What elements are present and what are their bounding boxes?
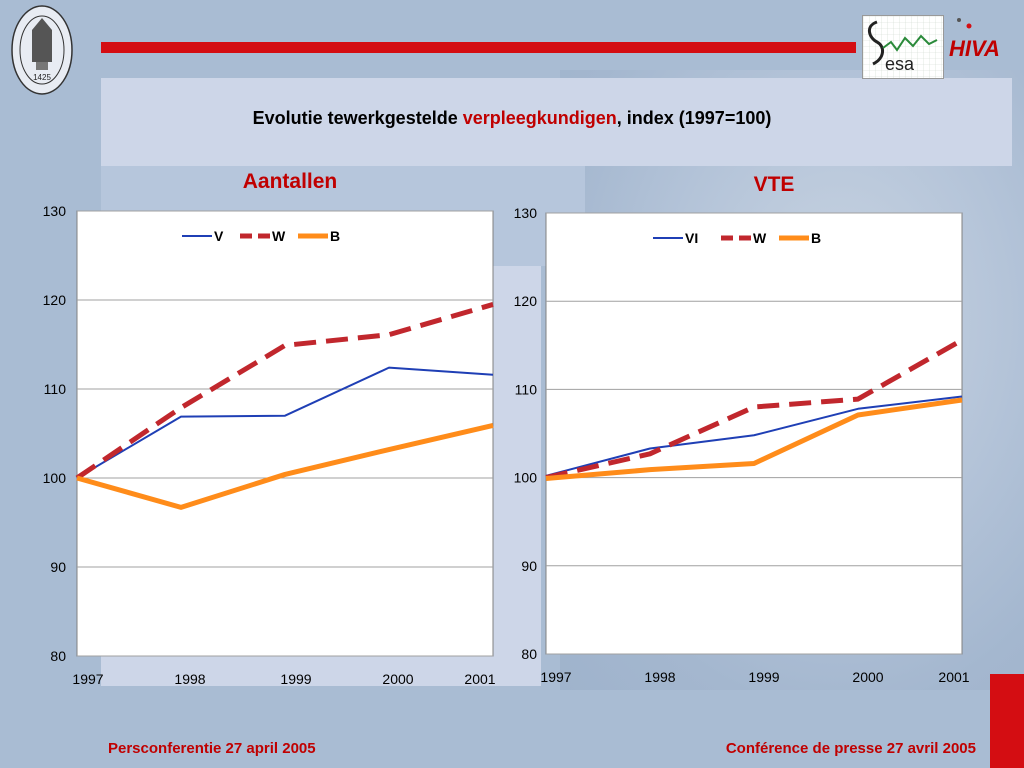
slide-title: Evolutie tewerkgestelde verpleegkundigen… [0, 108, 1024, 129]
y-tick-label: 110 [44, 381, 67, 397]
y-tick-label: 130 [43, 203, 67, 219]
header-red-bar [101, 42, 856, 53]
footer-left: Persconferentie 27 april 2005 [108, 740, 316, 757]
sesa-logo: esa [862, 15, 944, 79]
x-tick-label: 2000 [852, 669, 883, 685]
y-tick-label: 100 [514, 470, 538, 486]
seal-year: 1425 [33, 73, 51, 82]
y-tick-label: 130 [514, 205, 538, 221]
title-part-2: , index (1997=100) [616, 108, 772, 128]
x-tick-label: 1998 [174, 671, 205, 687]
legend-label: VI [685, 230, 698, 246]
chart-title-vte: VTE [753, 173, 795, 196]
plot-area [545, 212, 963, 655]
sesa-logo-text: esa [885, 54, 915, 74]
series-line-b [545, 397, 963, 481]
hiva-logo-text: HIVA [949, 36, 1000, 61]
sesa-logo-graphic: esa [863, 16, 943, 78]
footer-right: Conférence de presse 27 avril 2005 [725, 740, 976, 757]
series-line-vi [545, 395, 963, 477]
legend-label: W [753, 230, 767, 246]
title-part-1: Evolutie tewerkgestelde [252, 108, 463, 128]
x-tick-label: 1999 [280, 671, 311, 687]
legend-label: W [272, 228, 286, 244]
y-tick-label: 80 [521, 646, 537, 662]
y-tick-label: 80 [50, 648, 66, 664]
title-panel [101, 78, 1012, 166]
series-line-w [545, 337, 964, 481]
hiva-logo: HIVA [949, 18, 1000, 61]
legend-label: B [811, 230, 821, 246]
legend-label: V [214, 228, 224, 244]
x-tick-label: 1999 [748, 669, 779, 685]
university-seal-logo: 1425 [11, 5, 73, 95]
x-tick-label: 2000 [382, 671, 413, 687]
x-tick-label: 1997 [72, 671, 103, 687]
series-line-w [75, 302, 494, 481]
chart-title-aantallen: Aantallen [242, 170, 338, 193]
y-tick-label: 110 [515, 381, 538, 397]
y-tick-label: 120 [514, 293, 538, 309]
corner-red-block [990, 674, 1024, 768]
y-tick-label: 100 [43, 470, 67, 486]
y-tick-label: 90 [50, 559, 66, 575]
x-tick-label: 2001 [464, 671, 495, 687]
x-tick-label: 1997 [540, 669, 571, 685]
series-line-b [76, 423, 494, 510]
y-tick-label: 90 [521, 558, 537, 574]
title-highlight: verpleegkundigen [462, 108, 617, 128]
x-tick-label: 2001 [938, 669, 969, 685]
y-tick-label: 120 [43, 292, 67, 308]
legend-label: B [330, 228, 340, 244]
x-tick-label: 1998 [644, 669, 675, 685]
series-line-v [76, 366, 494, 479]
